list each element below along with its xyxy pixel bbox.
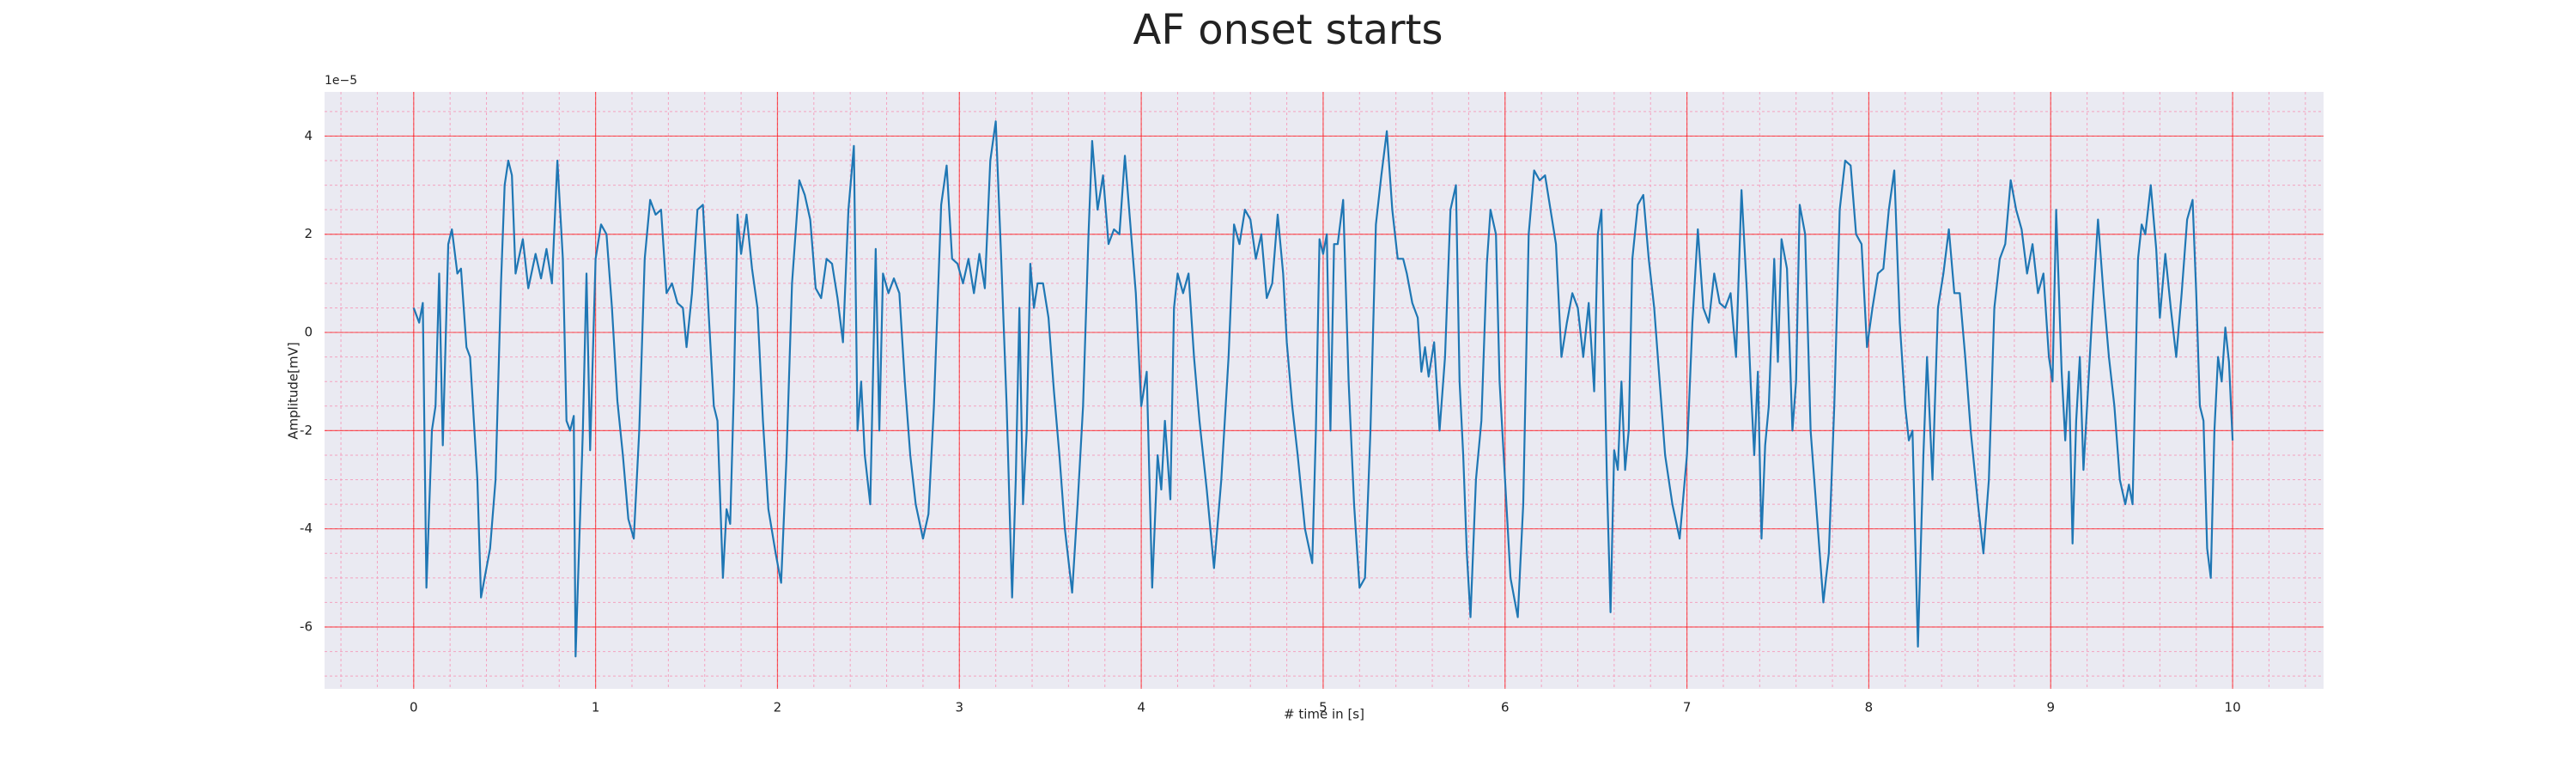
y-tick-label: 0	[304, 325, 313, 340]
plot-area	[325, 92, 2324, 689]
x-tick-label: 3	[956, 700, 964, 715]
y-tick-label: 2	[304, 226, 313, 241]
x-tick-label: 5	[1319, 700, 1327, 715]
y-tick-label: -2	[300, 423, 313, 438]
x-tick-label: 0	[410, 700, 418, 715]
x-tick-label: 10	[2225, 700, 2241, 715]
x-tick-label: 7	[1683, 700, 1692, 715]
x-tick-label: 8	[1865, 700, 1874, 715]
signal-line	[412, 120, 2234, 658]
x-tick-label: 9	[2046, 700, 2055, 715]
x-tick-label: 4	[1137, 700, 1145, 715]
y-tick-label: 4	[304, 128, 313, 143]
x-axis-label: # time in [s]	[1284, 707, 1364, 722]
chart-title: AF onset starts	[1133, 6, 1443, 54]
x-tick-label: 2	[774, 700, 782, 715]
y-tick-label: -4	[300, 520, 313, 536]
y-offset-label: 1e−5	[325, 74, 357, 88]
x-tick-label: 1	[592, 700, 600, 715]
y-tick-label: -6	[300, 618, 313, 634]
x-tick-label: 6	[1501, 700, 1510, 715]
y-axis-label: Amplitude[mV]	[286, 342, 301, 439]
